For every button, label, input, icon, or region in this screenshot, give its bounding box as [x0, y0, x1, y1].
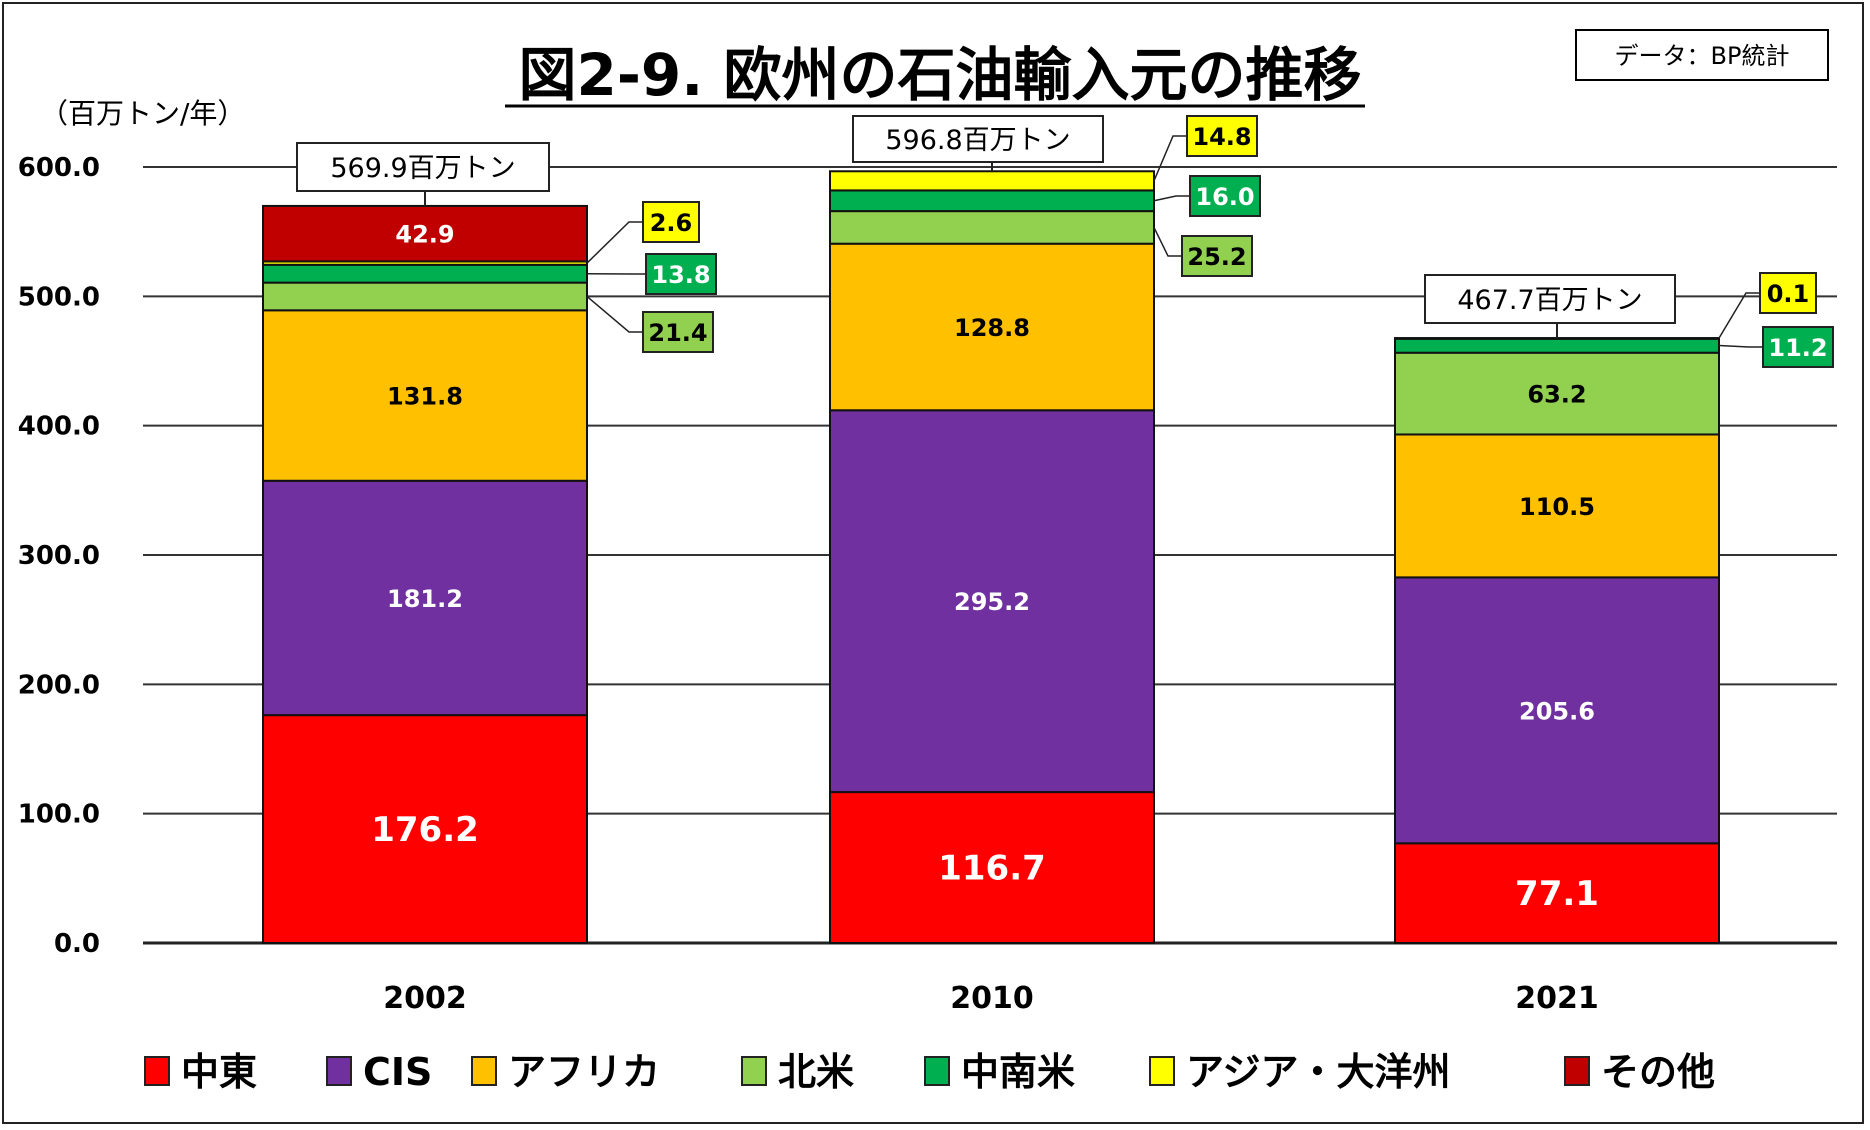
legend-label: 北米 — [778, 1050, 854, 1094]
x-tick-label: 2002 — [383, 981, 467, 1016]
legend-item: 北米 — [741, 1050, 854, 1094]
bar-segment — [1394, 433, 1720, 579]
leader-line — [1153, 195, 1190, 202]
bar-segment — [829, 242, 1155, 412]
total-labels: 569.9百万トン 596.8百万トン 467.7百万トン — [296, 115, 1676, 339]
legend-label: その他 — [1601, 1050, 1715, 1094]
source-note-box — [1575, 29, 1829, 81]
callout-labels: 2.6 13.8 21.4 14.8 16.0 25.2 0.1 11.2 — [586, 115, 1834, 368]
leader-line — [586, 295, 643, 333]
bar-segment — [829, 210, 1155, 245]
bar-segment — [1394, 337, 1720, 354]
bar-segment — [262, 263, 588, 284]
y-tick-label: 300.0 — [18, 541, 100, 571]
legend-label: CIS — [363, 1050, 432, 1094]
data-label: 63.2 — [1527, 381, 1586, 409]
legend-swatch — [924, 1056, 950, 1086]
data-label: 176.2 — [371, 810, 479, 850]
y-tick-label: 100.0 — [18, 800, 100, 830]
legend-swatch — [1149, 1056, 1175, 1086]
leader-line — [1718, 292, 1760, 339]
callout-box — [1189, 175, 1261, 217]
legend-label: 中南米 — [961, 1050, 1075, 1094]
legend-item: アジア・大洋州 — [1149, 1050, 1450, 1094]
callout-label: 11.2 — [1768, 334, 1827, 362]
legend-label: アフリカ — [508, 1050, 660, 1094]
legend-item: 中南米 — [924, 1050, 1075, 1094]
callout-box — [642, 201, 700, 243]
y-tick-label: 400.0 — [18, 412, 100, 442]
data-label: 77.1 — [1515, 874, 1599, 914]
legend-item: アフリカ — [471, 1050, 660, 1094]
legend-item: 中東 — [144, 1050, 257, 1094]
total-box — [296, 142, 550, 192]
callout-label: 16.0 — [1195, 183, 1254, 211]
y-axis-unit-label: （百万トン/年） — [40, 97, 245, 130]
total-label: 467.7百万トン — [1457, 285, 1642, 316]
callout-label: 25.2 — [1187, 243, 1246, 271]
y-tick-label: 200.0 — [18, 670, 100, 700]
leader-line — [1718, 344, 1763, 348]
bar-segment — [262, 281, 588, 312]
callout-box — [645, 253, 717, 295]
callout-label: 14.8 — [1192, 123, 1251, 151]
total-box — [1424, 274, 1676, 324]
source-note: データ：BP統計 — [1615, 42, 1790, 70]
bar-segment — [1394, 842, 1720, 944]
callout-box — [642, 311, 714, 353]
legend-swatch — [471, 1056, 497, 1086]
bar-segment — [829, 170, 1155, 192]
legend-item: CIS — [326, 1050, 432, 1094]
bar-segment — [829, 409, 1155, 794]
callout-box — [1181, 235, 1253, 277]
data-label: 181.2 — [387, 585, 463, 613]
callout-label: 21.4 — [648, 319, 707, 347]
bar-segment — [262, 204, 588, 263]
bar-segment — [1394, 576, 1720, 845]
x-tick-label: 2021 — [1515, 981, 1599, 1016]
data-label: 110.5 — [1519, 493, 1595, 521]
callout-box — [1186, 115, 1258, 157]
y-tick-label: 600.0 — [18, 153, 100, 183]
y-axis-ticks: 0.0 100.0 200.0 300.0 400.0 500.0 600.0 — [18, 153, 100, 959]
bar-segment — [1394, 337, 1720, 340]
bars — [262, 170, 1720, 945]
callout-label: 2.6 — [650, 209, 693, 237]
bar-segment — [829, 189, 1155, 213]
data-label: 128.8 — [954, 314, 1030, 342]
legend-swatch — [1564, 1056, 1590, 1086]
data-labels: 176.2 181.2 131.8 42.9 116.7 295.2 128.8 77.1 20… — [371, 221, 1599, 914]
legend-item: その他 — [1564, 1050, 1715, 1094]
legend-swatch — [326, 1056, 352, 1086]
data-label: 295.2 — [954, 588, 1030, 616]
total-label: 569.9百万トン — [330, 153, 515, 184]
data-label: 205.6 — [1519, 697, 1595, 725]
data-label: 116.7 — [938, 849, 1046, 889]
legend-swatch — [144, 1056, 170, 1086]
callout-label: 0.1 — [1767, 280, 1810, 308]
legend-swatch — [741, 1056, 767, 1086]
x-tick-label: 2010 — [950, 981, 1034, 1016]
bar-segment — [1394, 351, 1720, 436]
data-label: 131.8 — [387, 383, 463, 411]
leader-line — [1153, 135, 1187, 182]
callout-box — [1762, 326, 1834, 368]
total-label: 596.8百万トン — [885, 125, 1070, 156]
legend: 中東 CIS アフリカ 北米 中南米 アジア・大洋州 その他 — [144, 1050, 1715, 1094]
leader-line — [586, 221, 643, 264]
callout-box — [1759, 272, 1817, 314]
leader-line — [1153, 227, 1182, 257]
y-tick-label: 500.0 — [18, 282, 100, 312]
y-tick-label: 0.0 — [54, 929, 100, 959]
legend-label: 中東 — [181, 1050, 257, 1094]
bar-segment — [829, 791, 1155, 944]
x-axis-ticks: 2002 2010 2021 — [383, 981, 1599, 1016]
legend-label: アジア・大洋州 — [1186, 1050, 1450, 1094]
chart-title: 図2-9. 欧州の石油輸入元の推移 — [518, 41, 1361, 109]
data-label: 42.9 — [395, 221, 454, 249]
total-box — [852, 115, 1104, 163]
callout-label: 13.8 — [651, 261, 710, 289]
